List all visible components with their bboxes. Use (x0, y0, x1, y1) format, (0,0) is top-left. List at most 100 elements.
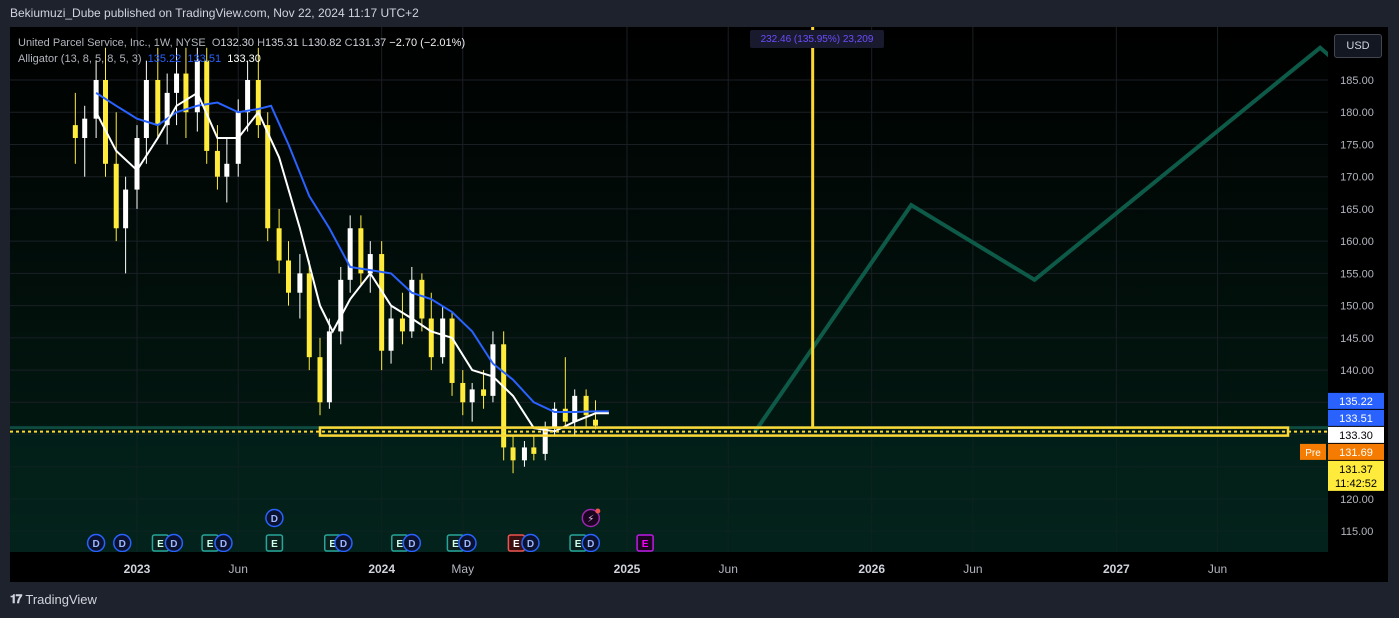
open-value: 132.30 (220, 37, 255, 49)
alligator-lines (95, 91, 609, 433)
event-dividend-shape (86, 533, 106, 553)
event-earnings-shape (636, 534, 654, 552)
candle-body (82, 118, 88, 139)
support-zone (10, 426, 1328, 552)
candle-body (552, 408, 558, 429)
event-dividend-shape (334, 533, 353, 553)
candle-body (510, 447, 516, 461)
low-label: L (301, 37, 308, 49)
candle-body (174, 73, 180, 93)
support-level (10, 426, 1328, 437)
time-tick-label: 2024 (368, 562, 395, 576)
currency-button[interactable]: USD (1334, 34, 1382, 58)
low-value: 130.82 (307, 37, 342, 49)
candle-body (399, 318, 405, 332)
candle-body (562, 408, 568, 422)
candle-body (297, 273, 303, 293)
high-label: H (257, 37, 266, 49)
open-label: O (211, 37, 221, 49)
candle-body (317, 357, 323, 403)
candle-body (501, 344, 507, 448)
candle-body (183, 73, 189, 113)
legend-row-symbol: United Parcel Service, Inc., 1W, NYSE O1… (18, 35, 465, 51)
close-label: C (344, 37, 353, 49)
candle-body (460, 382, 466, 403)
event-label: D (92, 539, 99, 550)
tradingview-logo-icon: 𝟏𝟕 (10, 592, 22, 606)
legend-row-indicator: Alligator (13, 8, 5, 8, 5, 3) 135.22 133… (18, 51, 465, 67)
zone-fill (10, 430, 1328, 552)
price-axis[interactable]: 115.00120.00125.00130.00135.00140.00145.… (1328, 27, 1388, 582)
brand-name[interactable]: TradingView (25, 592, 97, 607)
candle-body (255, 80, 261, 126)
pre-tag-label: Pre (1305, 448, 1321, 459)
time-axis-bg (10, 552, 1388, 582)
legend: United Parcel Service, Inc., 1W, NYSE O1… (18, 35, 465, 67)
footer: 𝟏𝟕 TradingView (10, 592, 97, 607)
event-label: E (513, 539, 520, 550)
published-line: Bekiumuzi_Dube published on TradingView.… (10, 6, 419, 20)
indicator-name[interactable]: Alligator (13, 8, 5, 8, 5, 3) (18, 53, 142, 65)
price-tag-box (1328, 426, 1384, 443)
price-tick-label: 180.00 (1340, 107, 1374, 119)
time-tick-label: Jun (229, 562, 248, 576)
high-value: 135.31 (265, 37, 299, 49)
event-label: D (340, 539, 347, 550)
candle-body (265, 125, 271, 229)
event-dividend-shape (402, 533, 422, 553)
close-value: 131.37 (352, 37, 387, 49)
event-dividend-shape (113, 533, 132, 553)
candle-body (542, 428, 548, 454)
price-tick-label: 170.00 (1340, 172, 1374, 184)
time-tick-label: Jun (1208, 562, 1227, 576)
candle-body (102, 80, 108, 164)
candle-body (490, 344, 496, 396)
price-tick-label: 160.00 (1340, 236, 1374, 248)
candle-body (245, 80, 251, 113)
price-tag-countdown: 11:42:52 (1335, 478, 1377, 490)
event-label: E (396, 539, 403, 550)
event-label: D (408, 539, 415, 550)
alligator-lips-line (95, 91, 609, 433)
event-dividend-shape (265, 508, 284, 528)
time-tick-label: 2025 (614, 562, 641, 576)
change-value: −2.70 (−2.01%) (389, 37, 466, 49)
candle-body (338, 279, 344, 332)
price-tags: 135.22 133.51 133.30 131.69 Pre 131.37 11:42:5… (1300, 392, 1384, 491)
annotation-box (750, 30, 884, 48)
event-label: E (157, 539, 164, 550)
event-label: D (527, 539, 534, 550)
event-label: E (271, 539, 278, 550)
top-annotation: 232.46 (135.95%) 23,209 (750, 30, 884, 48)
candles (72, 47, 598, 474)
candle-body (204, 60, 210, 151)
price-tick-label: 140.00 (1340, 365, 1374, 377)
time-tick-label: 2027 (1103, 562, 1130, 576)
legend-title[interactable]: United Parcel Service, Inc., 1W, NYSE (18, 37, 206, 49)
event-dividend-shape (581, 508, 601, 528)
candle-body (592, 419, 598, 426)
price-tick-label: 145.00 (1340, 333, 1374, 345)
indicator-value-3: 133.30 (227, 53, 261, 65)
price-tick-label: 120.00 (1340, 494, 1374, 506)
candle-body (326, 331, 332, 403)
candle-body (155, 80, 161, 126)
candle-body (72, 125, 78, 139)
price-tag-value: 131.37 (1339, 464, 1373, 476)
event-label: D (119, 539, 126, 550)
event-label: D (587, 539, 594, 550)
candle-body (419, 279, 425, 319)
candle-body (113, 163, 119, 229)
time-axis[interactable]: 2023 Jun 2024 May 2025 Jun 2026 Jun 2027 Jun (10, 552, 1388, 582)
event-label: E (329, 539, 336, 550)
time-tick-label: Jun (719, 562, 738, 576)
event-label: D (220, 539, 227, 550)
candle-body (358, 228, 364, 274)
price-tag-box (1328, 443, 1384, 460)
candle-body (123, 189, 129, 229)
candle-body (347, 228, 353, 280)
price-tick-label: 115.00 (1341, 526, 1374, 538)
price-tag-value: 135.22 (1339, 396, 1373, 408)
